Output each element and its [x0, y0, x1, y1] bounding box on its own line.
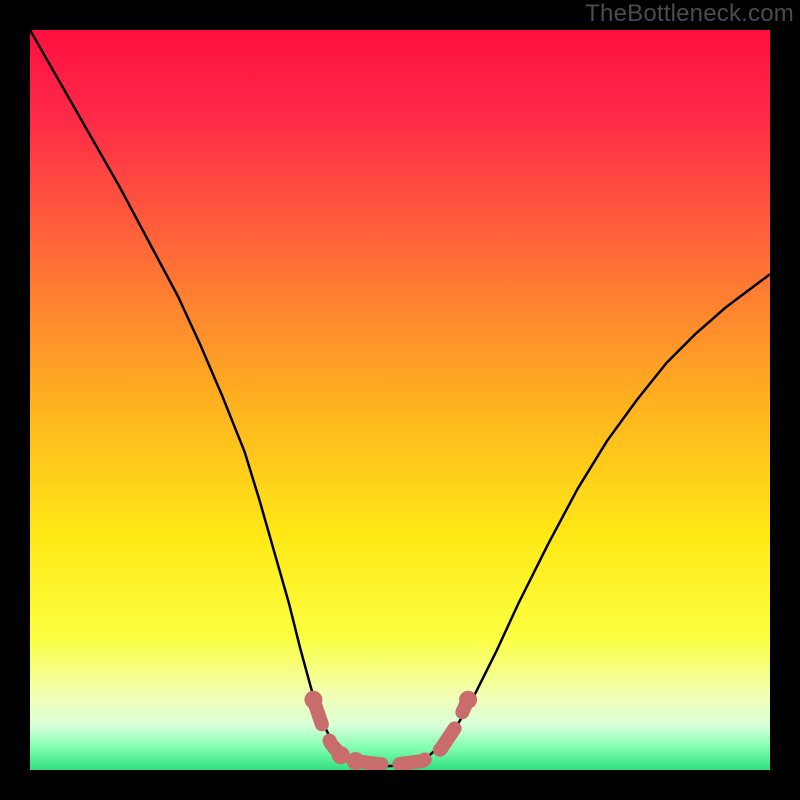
- highlight-endpoint: [347, 752, 365, 770]
- stage: TheBottleneck.com: [0, 0, 800, 800]
- plot-background: [30, 30, 770, 770]
- watermark-text: TheBottleneck.com: [585, 0, 794, 28]
- highlight-endpoint: [459, 691, 477, 709]
- chart-svg: [0, 0, 800, 800]
- highlight-endpoint: [304, 691, 322, 709]
